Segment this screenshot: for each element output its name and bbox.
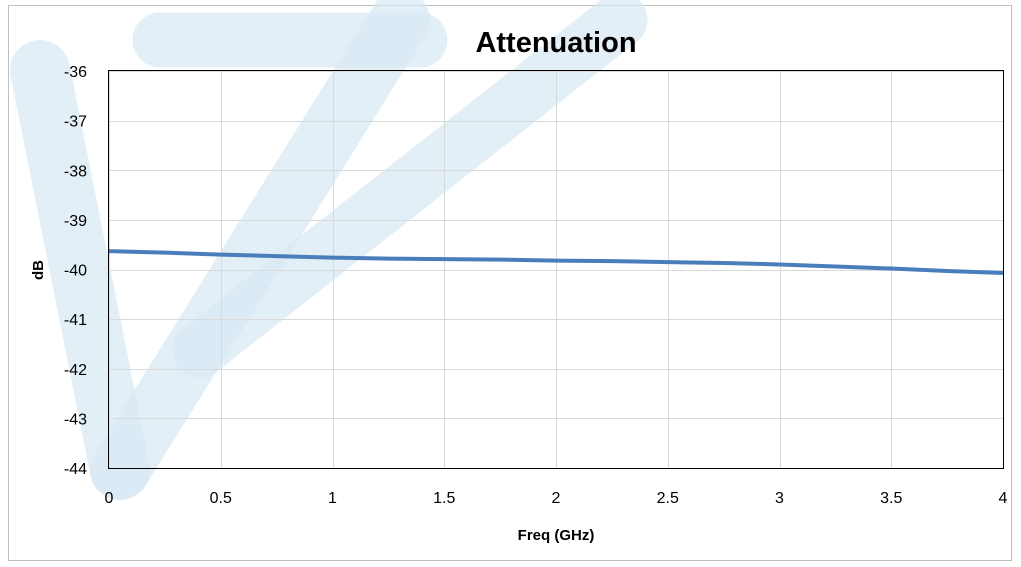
x-tick-label: 3 (775, 490, 784, 507)
grid (109, 71, 1004, 469)
y-tick-labels: -36 -37 -38 -39 -40 -41 -42 -43 -44 (64, 64, 87, 478)
x-tick-label: 0.5 (210, 490, 232, 507)
y-axis-title: dB (30, 260, 47, 280)
x-tick-label: 1.5 (433, 490, 455, 507)
x-tick-label: 0 (105, 490, 114, 507)
y-tick-label: -44 (64, 461, 87, 478)
x-tick-label: 1 (328, 490, 337, 507)
y-tick-label: -42 (64, 362, 87, 379)
x-tick-label: 4 (999, 490, 1008, 507)
y-tick-label: -39 (64, 213, 87, 230)
x-tick-label: 3.5 (880, 490, 902, 507)
x-axis-title: Freq (GHz) (518, 527, 595, 544)
x-tick-labels: 0 0.5 1 1.5 2 2.5 3 3.5 4 (105, 490, 1008, 507)
y-tick-label: -43 (64, 411, 87, 428)
chart-title: Attenuation (475, 27, 636, 59)
plot-area (108, 70, 1004, 469)
y-tick-label: -41 (64, 312, 87, 329)
watermark-logo (10, 0, 648, 500)
series-line (108, 249, 1004, 275)
y-tick-label: -40 (64, 263, 87, 280)
y-tick-label: -38 (64, 163, 87, 180)
x-tick-label: 2.5 (657, 490, 679, 507)
y-tick-label: -36 (64, 64, 87, 81)
x-tick-label: 2 (552, 490, 561, 507)
series-layer (108, 249, 1004, 275)
y-tick-label: -37 (64, 114, 87, 131)
